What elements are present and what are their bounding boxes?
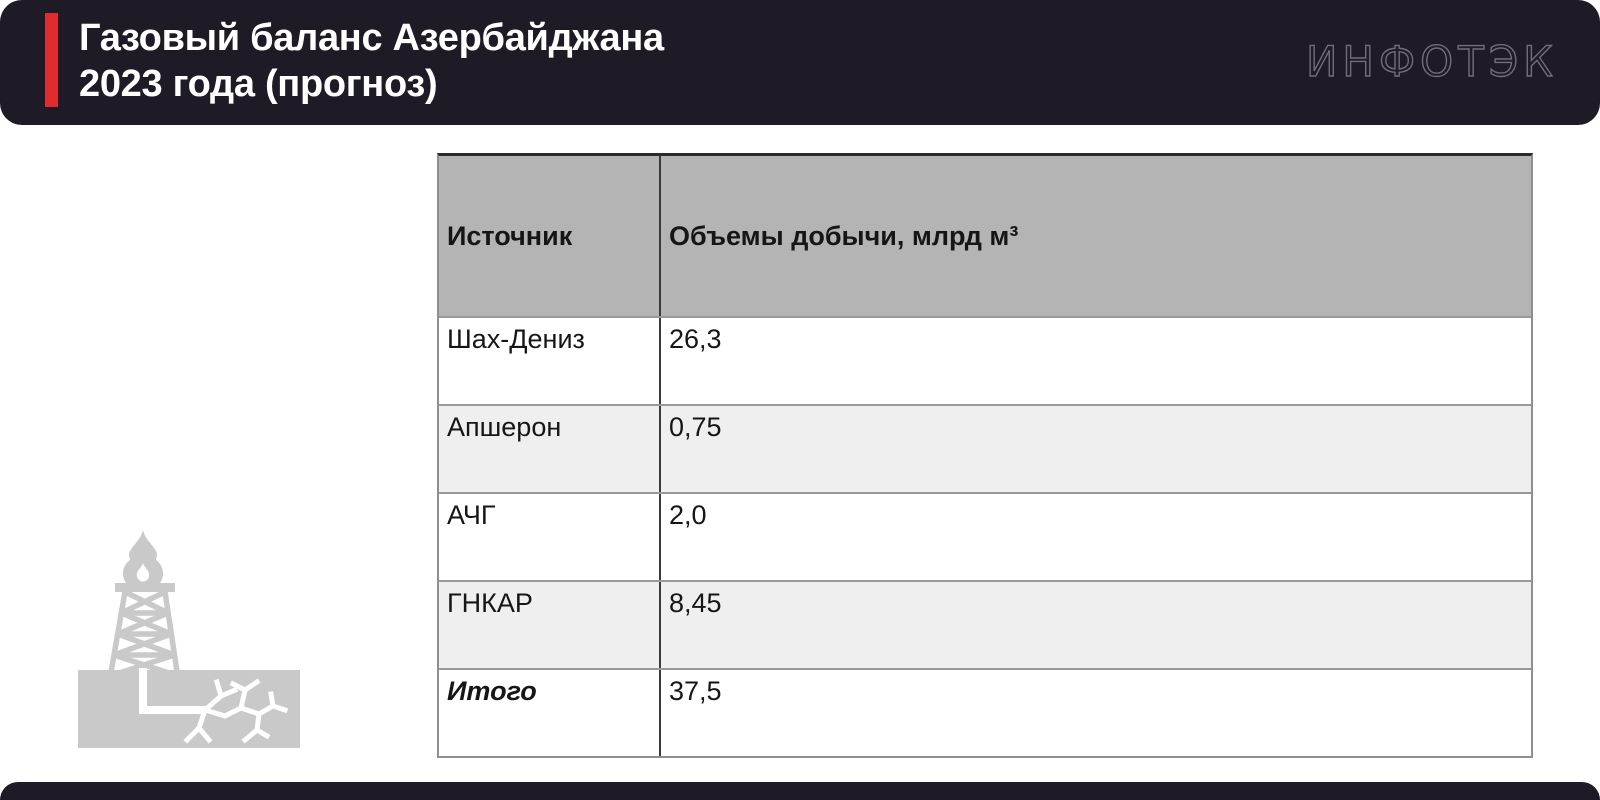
table-total-row: Итого 37,5 (439, 668, 1531, 756)
source-cell: АЧГ (447, 500, 496, 530)
volume-cell: 8,45 (659, 582, 1531, 668)
table-header-row: Источник Объемы добычи, млрд м³ (439, 156, 1531, 316)
table-row: Шах-Дениз 26,3 (439, 316, 1531, 404)
volume-cell: 2,0 (659, 494, 1531, 580)
column-header-volume: Объемы добычи, млрд м³ (659, 156, 1531, 316)
derrick-tower (107, 589, 181, 679)
source-cell: Шах-Дениз (447, 324, 585, 354)
flame-inner-cutout (136, 563, 150, 582)
red-accent-bar (45, 13, 58, 107)
table-row: АЧГ 2,0 (439, 492, 1531, 580)
page-title: Газовый баланс Азербайджана 2023 года (п… (79, 15, 664, 107)
footer-bar (0, 782, 1600, 800)
page-title-line2: 2023 года (прогноз) (79, 63, 438, 105)
flame-icon (123, 530, 163, 592)
table-row: Апшерон 0,75 (439, 404, 1531, 492)
volume-cell: 0,75 (659, 406, 1531, 492)
header-bar: Газовый баланс Азербайджана 2023 года (п… (0, 0, 1600, 125)
total-value-cell: 37,5 (659, 670, 1531, 756)
total-label-cell: Итого (447, 676, 537, 706)
page-title-line1: Газовый баланс Азербайджана (79, 17, 664, 59)
infotek-logo-text: ИНФОТЭК (1306, 37, 1558, 86)
infotek-logo: ИНФОТЭК (1305, 36, 1558, 86)
source-cell: ГНКАР (447, 588, 533, 618)
underground-pipe (139, 668, 205, 714)
source-cell: Апшерон (447, 412, 562, 442)
gas-rig-icon (78, 530, 300, 748)
column-header-source: Источник (447, 220, 573, 251)
table-row: ГНКАР 8,45 (439, 580, 1531, 668)
volume-cell: 26,3 (659, 318, 1531, 404)
gas-cracks (183, 678, 289, 744)
gas-balance-table: Источник Объемы добычи, млрд м³ Шах-Дени… (437, 153, 1533, 758)
